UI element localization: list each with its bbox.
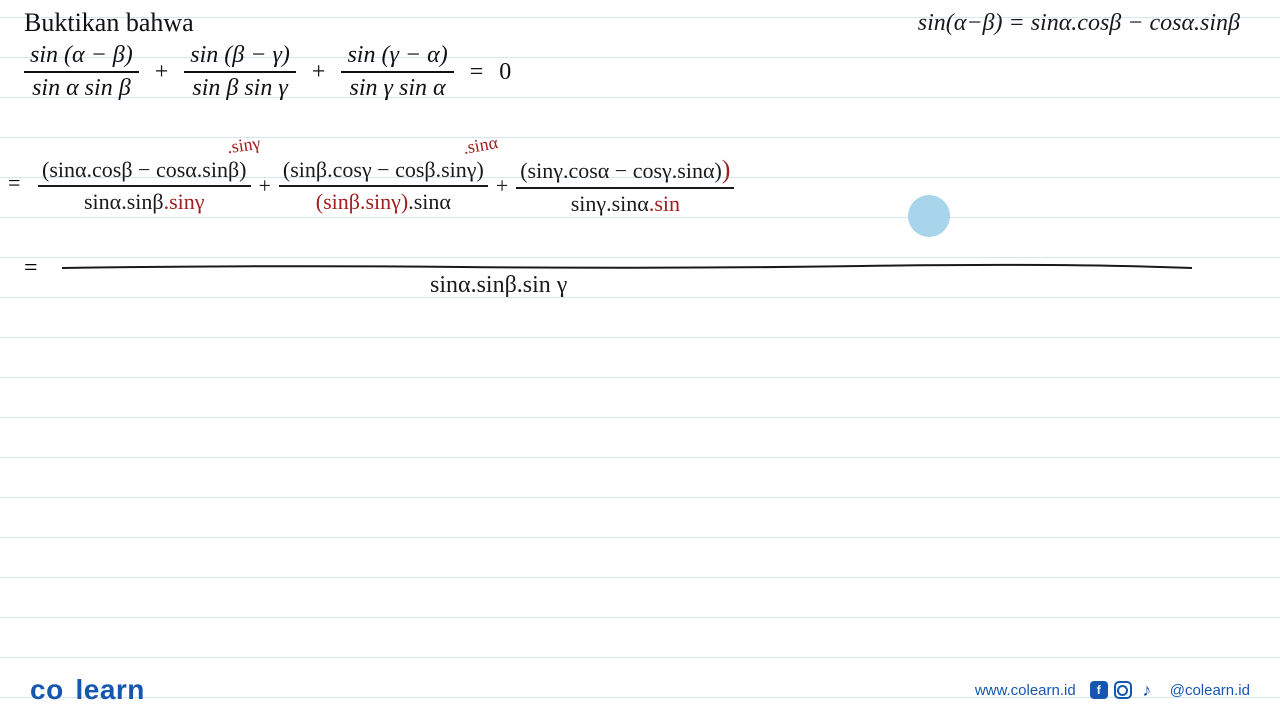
equals: = bbox=[464, 59, 490, 86]
plus-1: + bbox=[149, 59, 175, 86]
work1-plus-1: + bbox=[259, 173, 271, 199]
work1-plus-2: + bbox=[496, 173, 508, 199]
work-line-1: .sinγ (sinα.cosβ − cosα.sinβ) sinα.sinβ.… bbox=[20, 155, 1240, 217]
frac3-numerator: sin (γ − α) bbox=[341, 42, 453, 73]
footer-handle: @colearn.id bbox=[1170, 682, 1250, 699]
work1-t3-den: sinγ.sinα.sin bbox=[571, 189, 680, 217]
fraction-2: sin (β − γ) sin β sin γ bbox=[184, 42, 296, 102]
frac3-denominator: sin γ sin α bbox=[344, 73, 452, 102]
work2-denominator: sinα.sinβ.sin γ bbox=[430, 272, 567, 299]
page-content: Buktikan bahwa sin(α−β) = sinα.cosβ − co… bbox=[0, 0, 1280, 140]
highlight-dot bbox=[908, 195, 950, 237]
facebook-icon: f bbox=[1090, 681, 1108, 699]
work1-term2: .sinα (sinβ.cosγ − cosβ.sinγ) (sinβ.sinγ… bbox=[279, 157, 488, 215]
footer-url: www.colearn.id bbox=[975, 682, 1076, 699]
fraction-3: sin (γ − α) sin γ sin α bbox=[341, 42, 453, 102]
social-icons: f ♪ bbox=[1090, 681, 1156, 699]
footer: co learn www.colearn.id f ♪ @colearn.id bbox=[0, 674, 1280, 706]
plus-2: + bbox=[306, 59, 332, 86]
identity-note: sin(α−β) = sinα.cosβ − cosα.sinβ bbox=[918, 10, 1240, 37]
work1-t1-num: (sinα.cosβ − cosα.sinβ) bbox=[38, 157, 251, 187]
fraction-1: sin (α − β) sin α sin β bbox=[24, 42, 139, 102]
work2-equals: = bbox=[24, 255, 38, 282]
problem-equation: sin (α − β) sin α sin β + sin (β − γ) si… bbox=[24, 42, 1256, 102]
frac1-numerator: sin (α − β) bbox=[24, 42, 139, 73]
frac2-denominator: sin β sin γ bbox=[186, 73, 293, 102]
instagram-icon bbox=[1114, 681, 1132, 699]
work1-term3: (sinγ.cosα − cosγ.sinα)) sinγ.sinα.sin bbox=[516, 155, 734, 217]
logo-learn: learn bbox=[75, 674, 144, 705]
work1-t2-den: (sinβ.sinγ).sinα bbox=[316, 187, 451, 215]
logo-co: co bbox=[30, 674, 64, 705]
work1-t2-num: (sinβ.cosγ − cosβ.sinγ) bbox=[279, 157, 488, 187]
frac2-numerator: sin (β − γ) bbox=[184, 42, 296, 73]
brand-logo: co learn bbox=[30, 674, 145, 706]
work2-fraction-bar bbox=[62, 258, 1192, 266]
work1-t1-den: sinα.sinβ.sinγ bbox=[84, 187, 204, 215]
frac1-denominator: sin α sin β bbox=[26, 73, 137, 102]
work1-term1: .sinγ (sinα.cosβ − cosα.sinβ) sinα.sinβ.… bbox=[38, 157, 251, 215]
work1-t3-num: (sinγ.cosα − cosγ.sinα)) bbox=[516, 155, 734, 189]
tiktok-icon: ♪ bbox=[1138, 681, 1156, 699]
work1-equals: = bbox=[8, 170, 20, 196]
zero: 0 bbox=[499, 59, 511, 86]
footer-right: www.colearn.id f ♪ @colearn.id bbox=[975, 681, 1250, 699]
